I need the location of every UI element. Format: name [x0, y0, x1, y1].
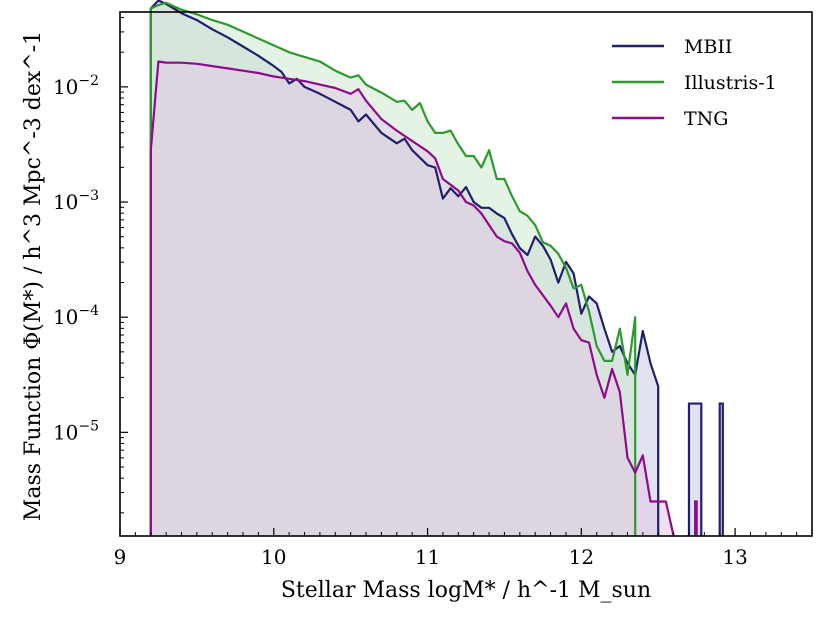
y-tick-label: 10−2 [53, 73, 99, 99]
legend-label-illustris-1: Illustris-1 [684, 72, 777, 94]
legend-label-tng: TNG [684, 108, 728, 130]
series-line-illustris-1 [149, 1, 637, 536]
x-tick-label-9: 9 [114, 545, 127, 569]
series-bin-line-tng-0 [694, 500, 698, 536]
x-axis-label: Stellar Mass logM* / h^-1 M_sun [281, 578, 651, 603]
x-tick-label-12: 12 [569, 545, 594, 569]
y-axis: 10−2 10−3 10−4 10−5 [53, 17, 128, 514]
series-line-tng [149, 60, 675, 537]
y-tick-label: 10−4 [53, 303, 99, 329]
x-axis: 9 10 11 12 13 [114, 528, 813, 569]
x-tick-label-10: 10 [261, 545, 286, 569]
series-line-mbii [149, 0, 660, 536]
series-fills [150, 0, 723, 537]
y-axis-label: Mass Function Φ(M*) / h^3 Mpc^-3 dex^-1 [21, 31, 46, 521]
series-bin-line-mbii-0 [687, 402, 703, 536]
x-tick-label-11: 11 [415, 545, 440, 569]
x-tick-label-13: 13 [722, 545, 747, 569]
series-fill-tng [150, 61, 674, 536]
series-bin-fill-mbii-0 [688, 403, 702, 536]
series-lines [149, 0, 724, 537]
legend-label-mbii: MBII [684, 36, 732, 58]
plot-frame [119, 11, 813, 537]
series-bin-line-mbii-1 [718, 402, 724, 536]
y-tick-label: 10−3 [53, 188, 99, 214]
legend: MBII Illustris-1 TNG [612, 36, 777, 130]
series-bin-fill-mbii-1 [719, 403, 723, 536]
y-tick-label: 10−5 [53, 418, 99, 444]
